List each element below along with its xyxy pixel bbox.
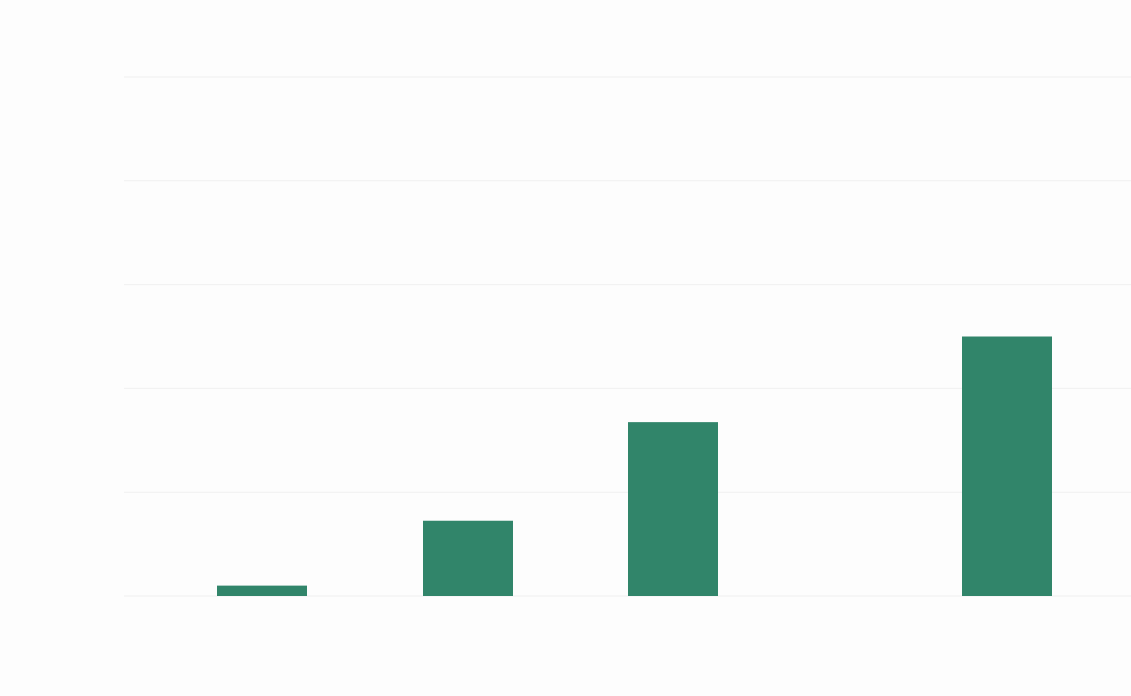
bars <box>217 336 1052 596</box>
bar-1 <box>217 585 307 596</box>
bar-4 <box>962 336 1052 596</box>
bar-3 <box>628 422 718 596</box>
bar-2 <box>423 520 513 596</box>
